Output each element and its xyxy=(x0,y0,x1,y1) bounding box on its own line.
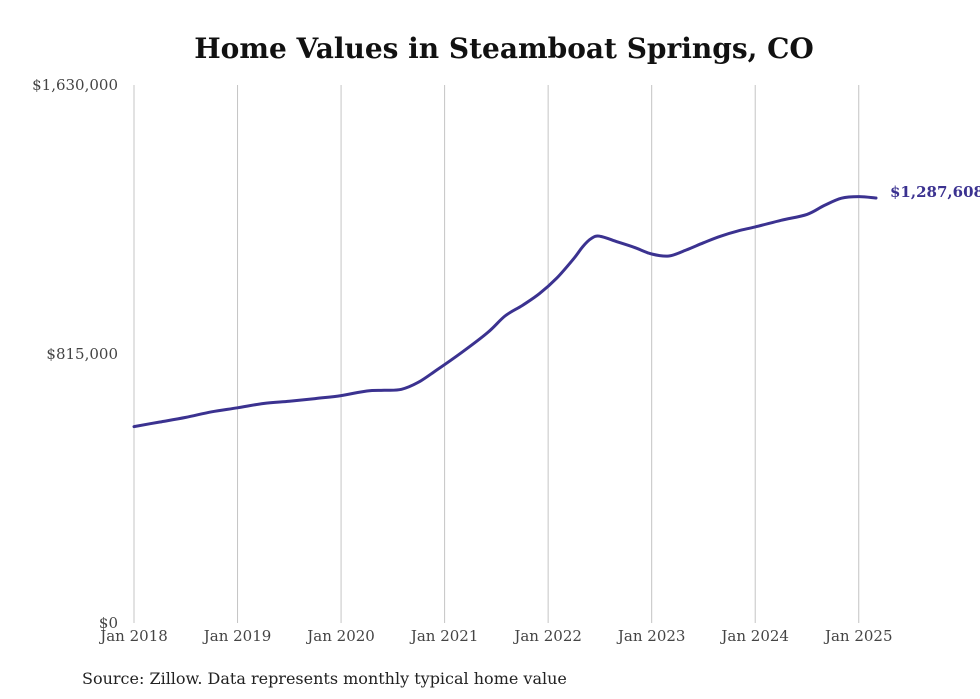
x-tick-label: Jan 2020 xyxy=(305,627,375,645)
x-tick-label: Jan 2022 xyxy=(512,627,582,645)
source-note: Source: Zillow. Data represents monthly … xyxy=(82,669,567,688)
x-tick-label: Jan 2023 xyxy=(616,627,686,645)
grid-layer xyxy=(133,85,860,623)
y-tick-label: $1,630,000 xyxy=(32,76,118,94)
chart-title: Home Values in Steamboat Springs, CO xyxy=(194,32,814,65)
y-tick-label: $815,000 xyxy=(46,345,118,363)
series-layer xyxy=(132,195,878,429)
tick-label-layer: Jan 2018 Jan 2019 Jan 2020 Jan 2021 Jan 2022… xyxy=(32,76,980,645)
end-value-label: $1,287,608 xyxy=(890,183,980,201)
x-tick-label: Jan 2024 xyxy=(719,627,789,645)
y-tick-label: $0 xyxy=(99,614,118,632)
x-tick-label: Jan 2018 xyxy=(98,627,168,645)
series-line xyxy=(132,195,878,429)
x-tick-label: Jan 2021 xyxy=(409,627,479,645)
x-tick-label: Jan 2019 xyxy=(202,627,272,645)
x-tick-label: Jan 2025 xyxy=(823,627,893,645)
